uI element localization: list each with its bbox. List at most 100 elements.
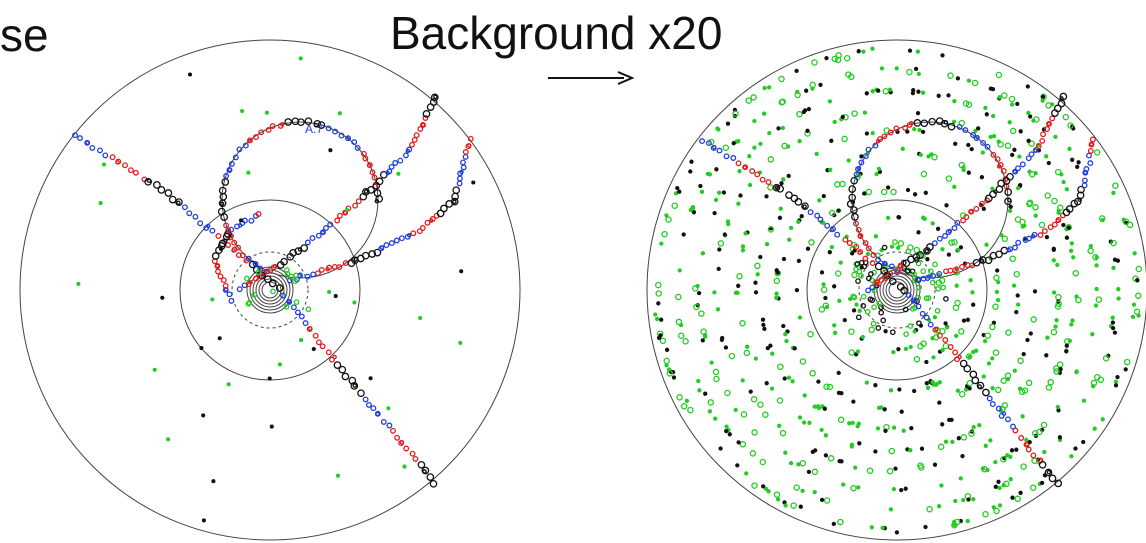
hit-marker — [1018, 435, 1025, 441]
hit-marker — [666, 367, 672, 372]
hit-marker — [940, 347, 945, 353]
hit-marker — [876, 88, 881, 93]
hit-marker — [859, 154, 864, 159]
hit-marker — [971, 376, 980, 385]
hit-marker — [416, 228, 423, 235]
hit-marker — [796, 462, 801, 467]
hit-marker — [874, 262, 883, 271]
hit-marker — [236, 286, 243, 293]
hit-marker — [298, 313, 305, 320]
hit-marker — [821, 282, 826, 287]
hit-marker — [656, 335, 662, 340]
hit-marker — [982, 338, 988, 344]
hit-marker — [1090, 332, 1095, 337]
hit-marker — [875, 256, 882, 263]
hit-marker — [369, 169, 376, 176]
hit-marker — [909, 426, 914, 431]
hit-marker — [1030, 316, 1037, 323]
hit-marker — [176, 200, 181, 205]
hit-marker — [819, 270, 825, 275]
hit-marker — [1100, 417, 1105, 422]
hit-marker — [1006, 172, 1014, 181]
hit-marker — [1113, 379, 1119, 384]
hit-marker — [1012, 147, 1017, 152]
hit-marker — [919, 446, 925, 451]
hit-marker — [1032, 289, 1038, 294]
hit-marker — [837, 458, 842, 464]
hit-marker — [199, 346, 204, 351]
hit-marker — [912, 126, 917, 132]
hit-marker — [947, 417, 952, 423]
hit-marker — [767, 226, 775, 233]
hit-marker — [218, 239, 227, 248]
hit-marker — [735, 290, 740, 295]
hit-marker — [931, 240, 938, 247]
hit-marker — [868, 326, 875, 334]
hit-marker — [375, 411, 380, 417]
hit-marker — [217, 336, 222, 341]
hit-marker — [308, 326, 313, 331]
hit-marker — [966, 142, 971, 148]
hit-marker — [227, 167, 233, 172]
hit-marker — [736, 139, 741, 144]
hit-marker — [736, 440, 741, 445]
hit-marker — [1056, 210, 1061, 215]
hit-marker — [456, 175, 463, 182]
hit-marker — [452, 199, 457, 205]
hit-marker — [923, 295, 930, 302]
hit-marker — [805, 246, 811, 251]
hit-marker — [850, 420, 855, 426]
hit-marker — [762, 411, 769, 418]
hit-marker — [707, 399, 715, 406]
hit-marker — [315, 232, 322, 239]
hit-marker — [775, 497, 781, 502]
hit-marker — [993, 274, 1000, 282]
hit-marker — [1059, 92, 1068, 101]
hit-marker — [380, 418, 387, 425]
hit-marker — [1068, 248, 1074, 253]
hit-marker — [915, 49, 921, 54]
hit-marker — [919, 310, 926, 317]
hit-marker — [984, 112, 989, 117]
hit-marker — [424, 219, 431, 226]
hit-marker — [889, 329, 896, 336]
hit-marker — [1055, 218, 1060, 224]
background-hits — [653, 46, 1143, 535]
hit-marker — [802, 204, 807, 209]
hit-marker — [916, 251, 924, 259]
hit-marker — [955, 76, 961, 81]
hit-marker — [1116, 296, 1121, 301]
hit-marker — [864, 308, 871, 315]
hit-marker — [1087, 147, 1094, 154]
hit-marker — [1014, 495, 1021, 503]
hit-marker — [745, 344, 750, 349]
hit-marker — [927, 321, 934, 328]
hit-marker — [788, 460, 794, 466]
hit-marker — [901, 428, 906, 433]
hit-marker — [837, 416, 845, 423]
hit-marker — [851, 308, 857, 313]
hit-marker — [891, 349, 896, 355]
hit-marker — [752, 118, 757, 124]
hit-marker — [664, 213, 669, 218]
hit-marker — [848, 328, 855, 335]
hit-marker — [1041, 228, 1048, 235]
hit-marker — [280, 122, 285, 127]
hit-marker — [393, 237, 400, 244]
hit-marker — [993, 459, 998, 465]
hit-marker — [186, 210, 193, 217]
hit-marker — [305, 306, 312, 313]
hit-marker — [231, 239, 238, 246]
hit-marker — [942, 342, 950, 350]
hit-marker — [1098, 215, 1106, 222]
hit-marker — [792, 346, 797, 351]
hit-marker — [766, 489, 771, 494]
hit-marker — [164, 189, 173, 197]
hit-marker — [749, 450, 757, 457]
hit-marker — [362, 187, 370, 196]
hit-marker — [717, 240, 725, 247]
hit-marker — [940, 247, 945, 252]
hit-marker — [990, 151, 997, 158]
hit-marker — [778, 206, 783, 211]
hit-marker — [338, 365, 347, 374]
